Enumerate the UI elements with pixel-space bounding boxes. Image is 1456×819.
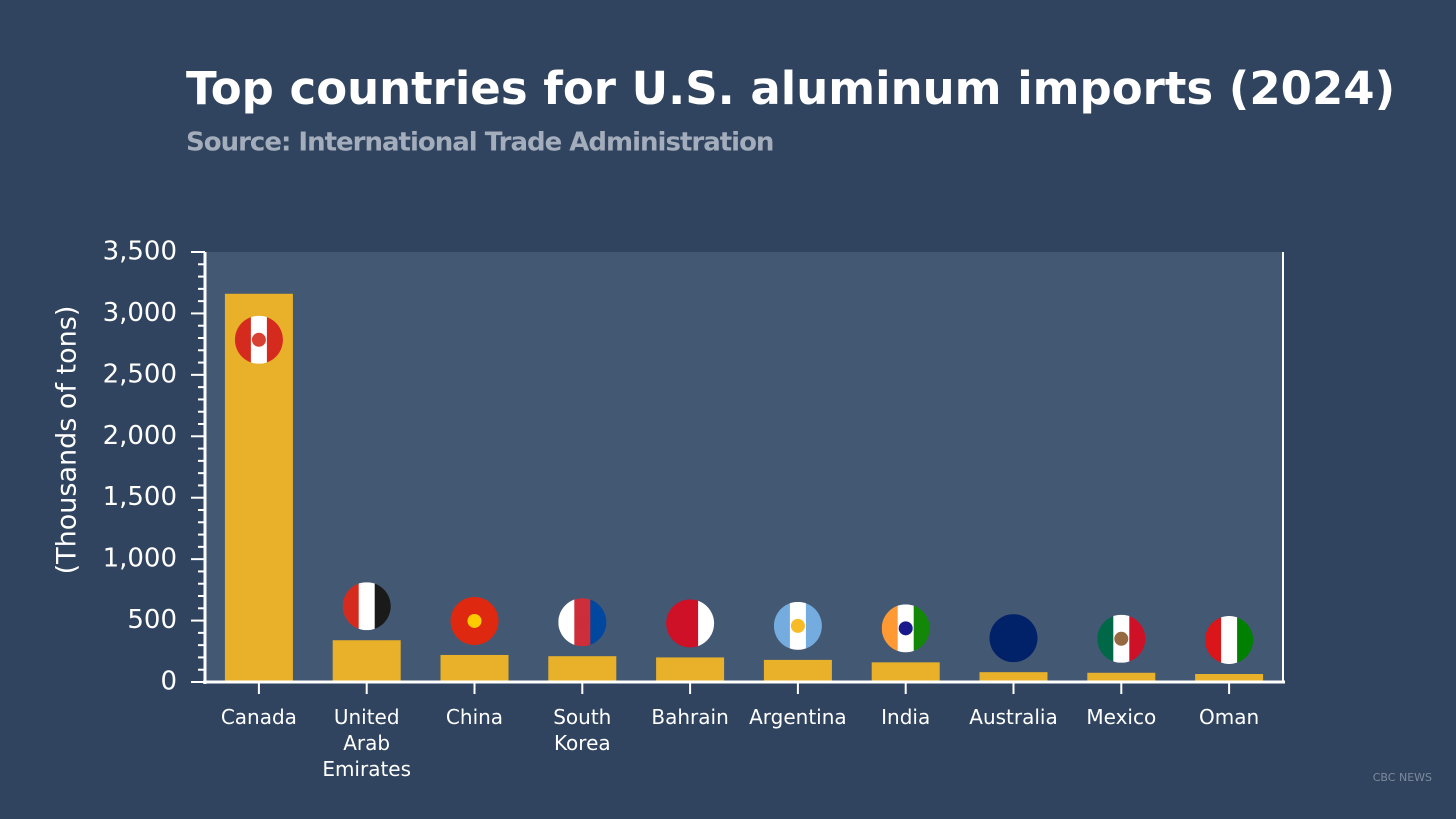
flag-part <box>805 601 822 650</box>
flag-part <box>1021 614 1038 663</box>
flag-part <box>558 598 575 647</box>
y-tick-label: 500 <box>127 605 177 635</box>
bar <box>656 657 725 682</box>
flag-part <box>358 582 376 631</box>
watermark: CBC NEWS <box>1373 771 1432 784</box>
flag-part <box>1005 614 1022 663</box>
y-tick-label: 3,000 <box>103 298 177 328</box>
flag-part <box>1237 616 1254 665</box>
y-tick-label: 0 <box>160 667 177 697</box>
flag-part <box>482 596 499 645</box>
y-tick-label: 1,000 <box>103 544 177 574</box>
flag-emblem <box>467 613 482 628</box>
flag-part <box>773 601 791 650</box>
flag-part <box>682 599 699 648</box>
flag-part <box>234 315 252 364</box>
flag-emblem <box>898 621 913 636</box>
y-tick-label: 2,000 <box>103 421 177 451</box>
x-tick-label: Canada <box>220 705 297 729</box>
y-tick-label: 3,500 <box>103 237 177 267</box>
flag-part <box>881 604 899 653</box>
chart-title: Top countries for U.S. aluminum imports … <box>186 62 1395 115</box>
flag-part <box>374 582 391 631</box>
flag-emblem <box>251 332 266 347</box>
bar <box>332 640 401 682</box>
flag-emblem <box>790 618 805 633</box>
x-tick-label: India <box>881 705 931 729</box>
x-tick-label: Oman <box>1199 705 1260 729</box>
x-tick-label: United Arab Emirates <box>322 705 412 781</box>
y-axis-label: (Thousands of tons) <box>52 306 83 575</box>
flag-part <box>1221 616 1238 665</box>
flag-part <box>666 599 683 648</box>
flag-part <box>698 599 715 648</box>
flag-part <box>342 582 360 631</box>
flag-emblem <box>1114 631 1129 646</box>
flag-part <box>266 315 283 364</box>
x-tick-label: China <box>445 705 504 729</box>
bar <box>871 662 940 682</box>
x-tick-label: South Korea <box>553 705 612 755</box>
bar <box>1195 674 1264 682</box>
flag-part <box>1205 616 1222 665</box>
x-tick-label: Argentina <box>749 705 847 729</box>
x-tick-label: Bahrain <box>651 705 729 729</box>
bar <box>440 654 509 682</box>
x-tick-label: Mexico <box>1086 705 1157 729</box>
flag-part <box>450 596 467 645</box>
flag-part <box>1129 614 1146 663</box>
flag-part <box>590 598 607 647</box>
y-tick-label: 1,500 <box>103 482 177 512</box>
flag-part <box>989 614 1006 663</box>
chart-subtitle: Source: International Trade Administrati… <box>186 128 773 158</box>
bar <box>763 659 832 682</box>
bar <box>979 672 1048 682</box>
bar <box>1087 672 1156 682</box>
y-tick-label: 2,500 <box>103 359 177 389</box>
flag-part <box>913 604 930 653</box>
flag-part <box>1097 614 1114 663</box>
bar <box>548 656 617 682</box>
x-tick-label: Australia <box>969 705 1058 729</box>
flag-emblem <box>575 615 590 630</box>
